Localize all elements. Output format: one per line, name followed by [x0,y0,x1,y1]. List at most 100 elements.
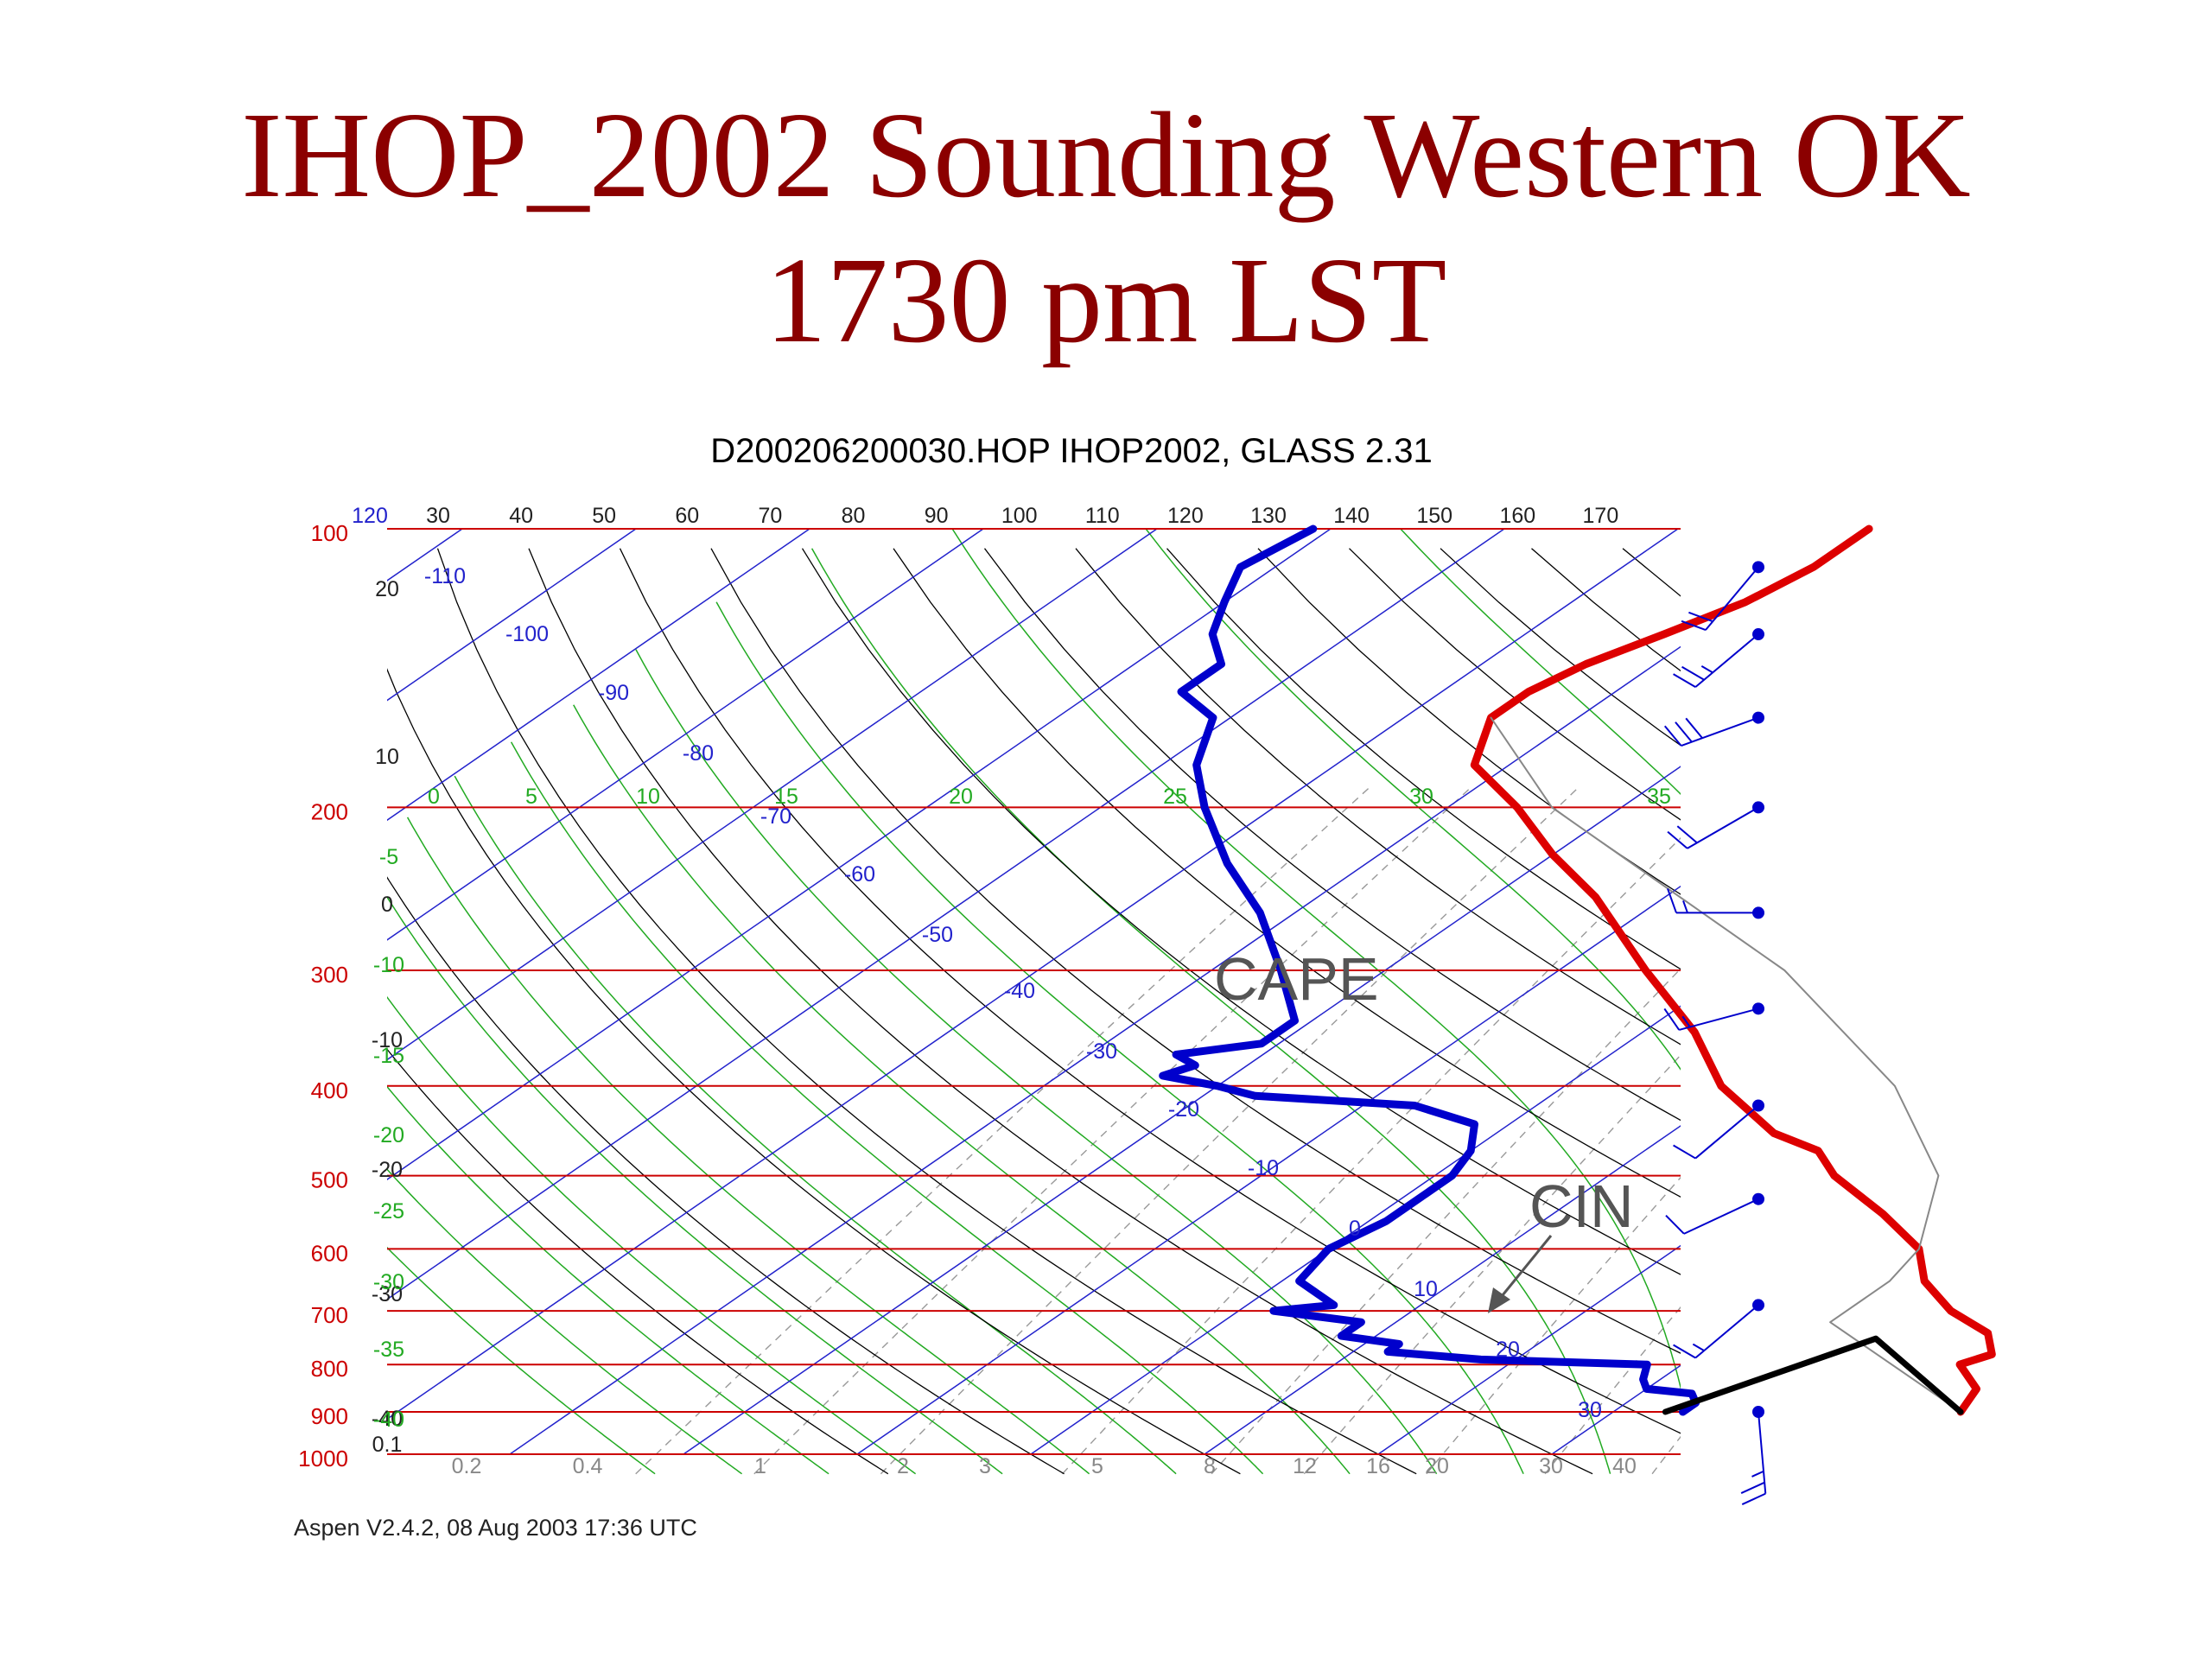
isotherm-label: 0 [1349,1217,1361,1241]
isotherm-line [1204,1125,1681,1455]
mixing-ratio-line [880,785,1580,1475]
top-temp-label: 170 [1583,504,1619,528]
dewpoint-trace [1159,524,1700,1416]
height-label: -10 [372,1028,403,1052]
moist-adiabat-line [454,775,1177,1475]
temperature-trace [1470,524,1996,1416]
top-temp-label: 80 [842,504,866,528]
pressure-label: 900 [311,1403,348,1429]
mixing-ratio-line [1544,1306,1681,1475]
mixing-ratio-line [1794,787,2212,1474]
theta-label: 0 [428,785,440,809]
slide-title-line1: IHOP_2002 Sounding Western OK [241,86,1971,223]
dry-adiabat-line [387,876,1065,1475]
isotherm-label: -40 [1004,979,1035,1003]
mixing-ratio-label: 20 [1425,1454,1449,1478]
isotherm-line [387,529,637,702]
moist-adiabat-line [510,741,1264,1475]
wind-barb-staff [1687,806,1759,849]
dry-adiabat-line [1622,548,1681,597]
slide-title: IHOP_2002 Sounding Western OK 1730 pm LS… [0,82,2212,372]
wind-barb-staff [1694,633,1759,688]
wind-barb-flag [1667,830,1688,849]
height-label: -30 [372,1282,403,1306]
moist-adiabat-label: -35 [373,1338,404,1362]
dry-adiabat-line [801,548,1681,1275]
theta-label: 35 [1647,785,1671,809]
wind-barb [1673,1099,1764,1160]
mixing-ratio-label: 16 [1366,1454,1390,1478]
theta-label: 5 [525,785,537,809]
dry-adiabat-line [2170,549,2212,1474]
top-temp-label: 160 [1499,504,1535,528]
wind-barb-flag [1751,1470,1764,1478]
isobars [387,528,1681,1455]
wind-barb [1673,1299,1764,1359]
top-temp-label: 130 [1250,504,1287,528]
dry-adiabat-line [1897,549,2212,1474]
isotherm-label: -50 [922,923,953,947]
top-temp-label: 100 [1001,504,1038,528]
wind-barb-flag [1673,673,1696,688]
cin-arrowhead [1488,1287,1510,1313]
wind-barb-flag [1740,1481,1765,1494]
top-temp-label: 110 [1085,504,1120,528]
dry-adiabat-line [983,548,1681,1122]
mixing-ratio-line [1910,787,2212,1474]
slide-title-line2: 1730 pm LST [765,232,1447,368]
isotherm-line [1726,529,2212,1454]
dry-adiabat-line [1531,548,1681,672]
dry-adiabat-line [1166,548,1681,970]
top-temp-label: 150 [1416,504,1452,528]
pressure-label: 700 [311,1302,348,1328]
isotherm-line [387,529,810,822]
dry-adiabat-line [1075,548,1681,1046]
wind-barb [1667,801,1764,849]
pressure-label: 200 [311,798,348,824]
mixing-ratio-label: 0.2 [452,1454,482,1478]
wind-barb-staff [1694,1304,1759,1359]
wind-barb-flag [1663,1007,1681,1031]
wind-barb-staff [1678,1007,1759,1031]
isotherm-line [387,529,1332,1180]
mixing-ratio-label: 5 [1091,1454,1103,1478]
isotherm-line [387,529,984,941]
dry-adiabat-line [710,548,1681,1354]
chart-title: D200206200030.HOP IHOP2002, GLASS 2.31 [710,432,1432,470]
isotherm-line [0,529,289,1454]
dry-adiabat-line [528,548,1593,1475]
dry-adiabat-line [387,668,1241,1475]
wind-barb-flag [1700,665,1713,674]
pressure-label: 800 [311,1356,348,1382]
dry-adiabat-line [1257,548,1681,895]
wind-barb [1740,1405,1767,1505]
moist-adiabat-line [387,895,1003,1475]
height-label: -40 [372,1407,403,1431]
isotherm-label: -80 [683,741,714,766]
mixing-ratio-line [635,785,1371,1475]
isotherm-line [387,529,1679,1421]
chart-footer: Aspen V2.4.2, 08 Aug 2003 17:36 UTC [294,1515,697,1541]
wind-barb-flag [1665,1214,1685,1235]
height-label: 20 [375,577,399,601]
pressure-label: 400 [311,1077,348,1103]
theta-label: 20 [949,785,973,809]
moist-adiabat-label: -25 [373,1199,404,1224]
mixing-ratio-label: 12 [1293,1454,1317,1478]
mixing-ratio-line [1995,787,2212,1474]
wind-barb-flag [1673,1144,1696,1160]
top-temp-label: 30 [426,504,450,528]
moist-adiabat-label: -30 [373,1270,404,1294]
top-temp-label: 140 [1333,504,1370,528]
height-label: 0 [381,893,393,917]
wind-barb [1663,711,1764,747]
moist-adiabat-line [387,1085,830,1475]
pressure-label: 100 [311,520,348,546]
isotherm-label: -70 [760,804,791,829]
isotherm-label: 30 [1578,1398,1602,1422]
isotherm-line [509,645,1681,1455]
moist-adiabat-line [387,1168,743,1475]
wind-barb-flag [1685,717,1703,739]
